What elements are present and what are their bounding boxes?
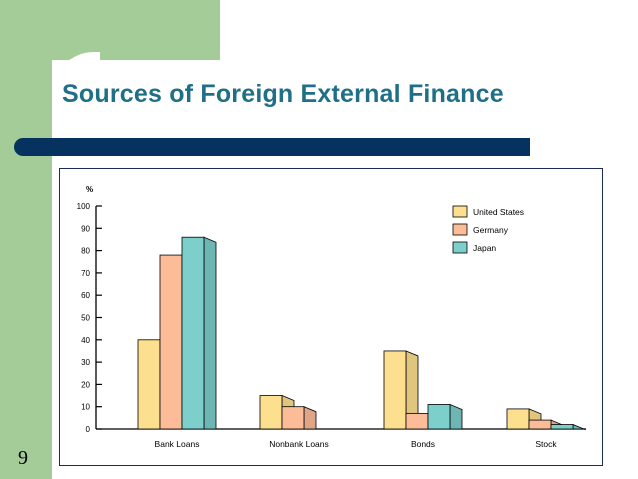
slide-title: Sources of Foreign External Finance bbox=[62, 80, 504, 108]
bar bbox=[159, 254, 183, 430]
x-category-label: Bonds bbox=[411, 439, 435, 449]
legend-swatch bbox=[452, 241, 468, 254]
y-tick-label: 0 bbox=[86, 425, 91, 434]
title-underline-bar bbox=[14, 138, 530, 156]
bar bbox=[137, 339, 161, 430]
bar bbox=[550, 424, 574, 430]
bar-side-face bbox=[303, 406, 317, 430]
bar-side-face bbox=[572, 423, 586, 431]
bar bbox=[281, 406, 305, 430]
x-category-label: Stock bbox=[535, 439, 557, 449]
bar-chart: 0 10 20 30 40 50 60 70 80 90 100% Bank Loans Nonbank… bbox=[77, 185, 586, 449]
y-tick-label: 30 bbox=[81, 358, 90, 367]
legend-label: United States bbox=[473, 207, 524, 217]
bar bbox=[383, 350, 407, 430]
legend-swatch bbox=[452, 205, 468, 218]
y-tick-label: 70 bbox=[81, 269, 90, 278]
y-tick-label: 90 bbox=[81, 224, 90, 233]
y-tick-label: 20 bbox=[81, 380, 90, 389]
bar bbox=[259, 395, 283, 430]
chart-frame: 0 10 20 30 40 50 60 70 80 90 100% Bank Loans Nonbank… bbox=[59, 168, 603, 466]
legend-label: Japan bbox=[473, 243, 496, 253]
bar bbox=[528, 419, 552, 430]
legend-swatch bbox=[452, 223, 468, 236]
bar-side-face bbox=[203, 236, 217, 430]
y-tick-label: 60 bbox=[81, 291, 90, 300]
x-category-label: Nonbank Loans bbox=[269, 439, 329, 449]
bar bbox=[405, 412, 429, 430]
y-axis-label: % bbox=[86, 185, 93, 194]
slide-number: 9 bbox=[18, 447, 28, 469]
y-tick-label: 10 bbox=[81, 403, 90, 412]
x-category-label: Bank Loans bbox=[155, 439, 200, 449]
green-accent-sidebar bbox=[0, 0, 52, 479]
bar bbox=[427, 404, 451, 430]
y-tick-label: 40 bbox=[81, 336, 90, 345]
y-tick-label: 50 bbox=[81, 314, 90, 323]
y-tick-label: 80 bbox=[81, 247, 90, 256]
bar bbox=[181, 236, 205, 430]
y-tick-label: 100 bbox=[77, 202, 91, 211]
bar bbox=[506, 408, 530, 430]
legend-label: Germany bbox=[473, 225, 509, 235]
bar-side-face bbox=[449, 403, 463, 430]
